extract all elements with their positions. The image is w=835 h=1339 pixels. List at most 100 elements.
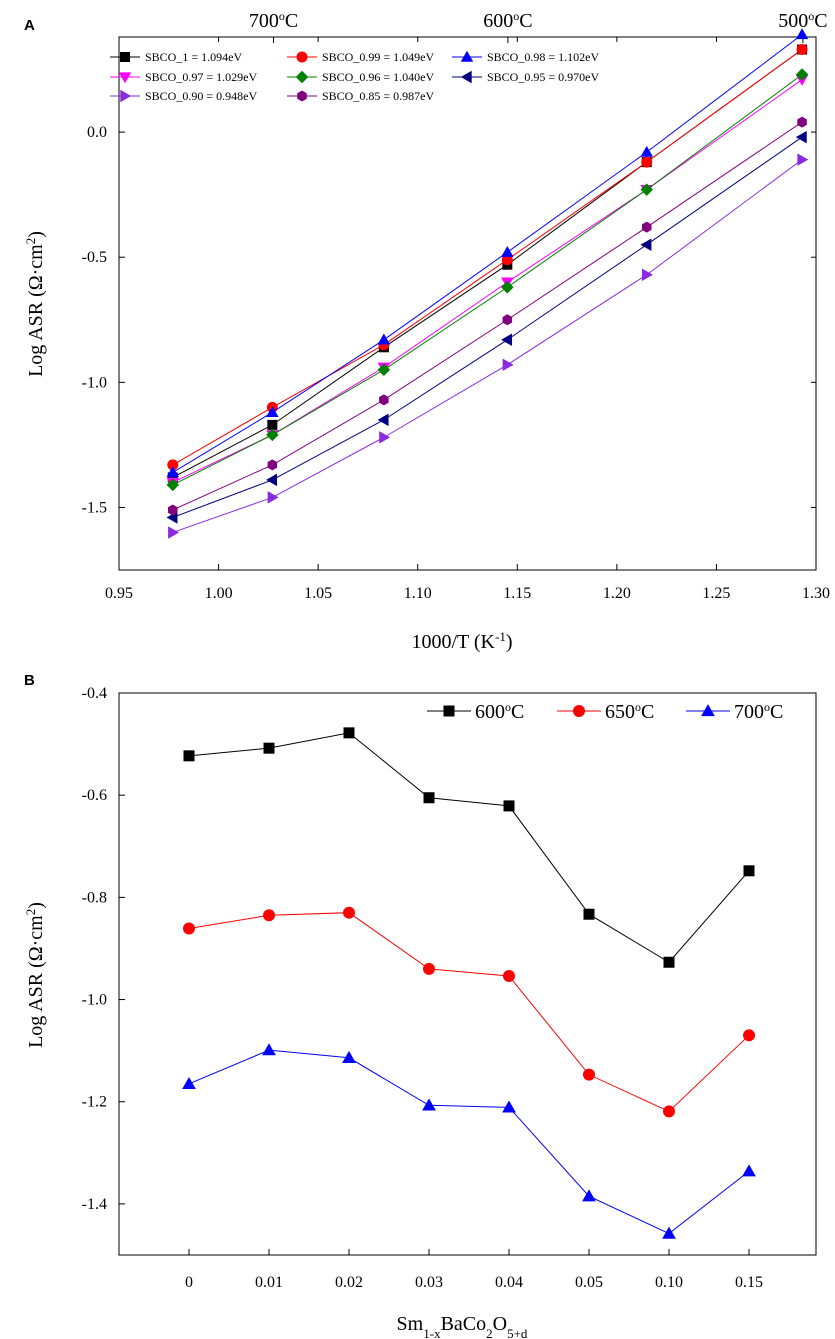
a-data-point	[377, 413, 389, 427]
a-data-point	[168, 526, 180, 539]
b-data-point	[503, 970, 515, 983]
a-data-point	[166, 478, 180, 492]
a-legend-marker	[120, 89, 132, 103]
a-data-point	[642, 268, 653, 281]
a-data-point	[796, 44, 808, 56]
a-series-line	[172, 79, 803, 483]
panel-a-xlabel: 1000/T (K-1)	[411, 629, 512, 654]
b-data-point	[663, 1105, 675, 1118]
a-xtick-label: 1.10	[404, 585, 432, 602]
panel-b-ylabel: Log ASR (Ω·cm2)	[23, 902, 48, 1048]
panel-b-xlabel: Sm1-xBaCo2O5+d	[397, 1313, 528, 1339]
a-top-label: 700oC	[249, 9, 298, 32]
a-series-line	[172, 34, 803, 473]
a-legend-label: SBCO_0.90 = 0.948eV	[145, 89, 257, 103]
b-data-point	[663, 956, 675, 968]
a-data-point	[640, 238, 652, 251]
a-data-point	[502, 358, 514, 372]
b-data-point	[343, 727, 355, 739]
b-xtick-label: 0.15	[735, 1274, 763, 1291]
a-top-label: 600oC	[483, 9, 532, 32]
a-xtick-label: 1.00	[205, 585, 233, 602]
a-data-point	[501, 254, 513, 266]
b-xtick-label: 0.02	[335, 1274, 363, 1291]
b-data-point	[423, 962, 435, 975]
a-data-point	[797, 153, 809, 166]
a-legend-label: SBCO_0.85 = 0.987eV	[322, 89, 434, 103]
a-data-point	[267, 491, 279, 504]
b-data-point	[742, 1164, 756, 1177]
a-top-label: 500oC	[778, 9, 827, 32]
b-ytick-label: -0.4	[82, 685, 107, 702]
b-series-line	[188, 732, 750, 963]
a-data-point	[379, 394, 389, 406]
b-data-point	[423, 792, 435, 804]
a-data-point	[795, 28, 809, 40]
a-legend-marker	[460, 70, 472, 84]
a-legend-marker	[296, 51, 308, 63]
a-series-line	[172, 74, 803, 486]
b-xtick-label: 0.03	[415, 1274, 443, 1291]
a-data-point	[167, 472, 178, 483]
panel-a: A 0.95 1.00 1.05 1.10 1.15 1.20 1.25 1.30 -1.5 -1…	[23, 9, 831, 653]
panel-b-letter: B	[24, 672, 35, 689]
a-data-point	[267, 459, 278, 471]
b-legend-label: 600oC	[475, 700, 524, 723]
a-legend-marker	[297, 90, 307, 102]
b-data-point	[583, 908, 595, 920]
a-data-point	[501, 280, 514, 294]
a-data-point	[166, 511, 178, 524]
a-data-point	[266, 473, 278, 487]
b-xtick-label: 0.01	[255, 1274, 283, 1291]
a-data-point	[377, 363, 391, 377]
a-data-point	[640, 145, 653, 157]
a-data-point	[795, 68, 809, 81]
b-data-point	[422, 1098, 436, 1111]
panel-a-frame	[118, 36, 817, 571]
a-data-point	[166, 466, 180, 478]
b-xtick-label: 0.10	[655, 1274, 683, 1291]
b-legend-marker	[573, 705, 585, 717]
b-data-point	[743, 1029, 755, 1042]
panel-a-ylabel: Log ASR (Ω·cm2)	[23, 231, 48, 377]
a-legend-marker	[118, 72, 132, 84]
a-data-point	[168, 504, 178, 516]
a-data-point	[640, 183, 653, 196]
b-xtick-label: 0.04	[495, 1274, 523, 1291]
a-legend-label: SBCO_0.97 = 1.029eV	[145, 70, 257, 84]
b-legend-label: 700oC	[734, 700, 783, 723]
a-legend-marker	[120, 52, 130, 62]
b-ytick-label: -1.0	[82, 992, 107, 1009]
a-ytick-label: 0.0	[87, 124, 107, 141]
panel-a-letter: A	[24, 17, 35, 34]
b-xtick-label: 0	[185, 1274, 193, 1291]
a-data-point	[501, 333, 513, 347]
a-series-line	[172, 121, 803, 511]
b-ytick-label: -1.2	[82, 1094, 107, 1111]
a-legend-label: SBCO_0.99 = 1.049eV	[322, 50, 434, 64]
a-data-point	[795, 130, 807, 144]
a-xtick-label: 1.25	[702, 585, 730, 602]
b-data-point	[582, 1189, 596, 1202]
a-legend-label: SBCO_0.96 = 1.040eV	[322, 70, 434, 84]
b-data-point	[182, 1076, 196, 1090]
a-xtick-label: 1.15	[503, 585, 531, 602]
b-series-line	[188, 1049, 750, 1235]
b-legend-label: 650oC	[605, 700, 654, 723]
a-data-point	[641, 221, 652, 233]
b-data-point	[503, 800, 515, 812]
b-data-point	[342, 1050, 356, 1063]
a-data-point	[797, 116, 807, 128]
a-xtick-label: 1.20	[603, 585, 631, 602]
a-series-line	[172, 136, 803, 518]
a-legend-label: SBCO_0.98 = 1.102eV	[487, 50, 599, 64]
b-ytick-label: -0.8	[82, 889, 107, 906]
b-data-point	[743, 865, 755, 877]
a-data-point	[377, 333, 391, 345]
a-legend-label: SBCO_0.95 = 0.970eV	[487, 70, 599, 84]
b-data-point	[263, 909, 275, 922]
b-data-point	[262, 1043, 276, 1056]
a-data-point	[167, 459, 179, 471]
a-series-line	[172, 49, 803, 466]
